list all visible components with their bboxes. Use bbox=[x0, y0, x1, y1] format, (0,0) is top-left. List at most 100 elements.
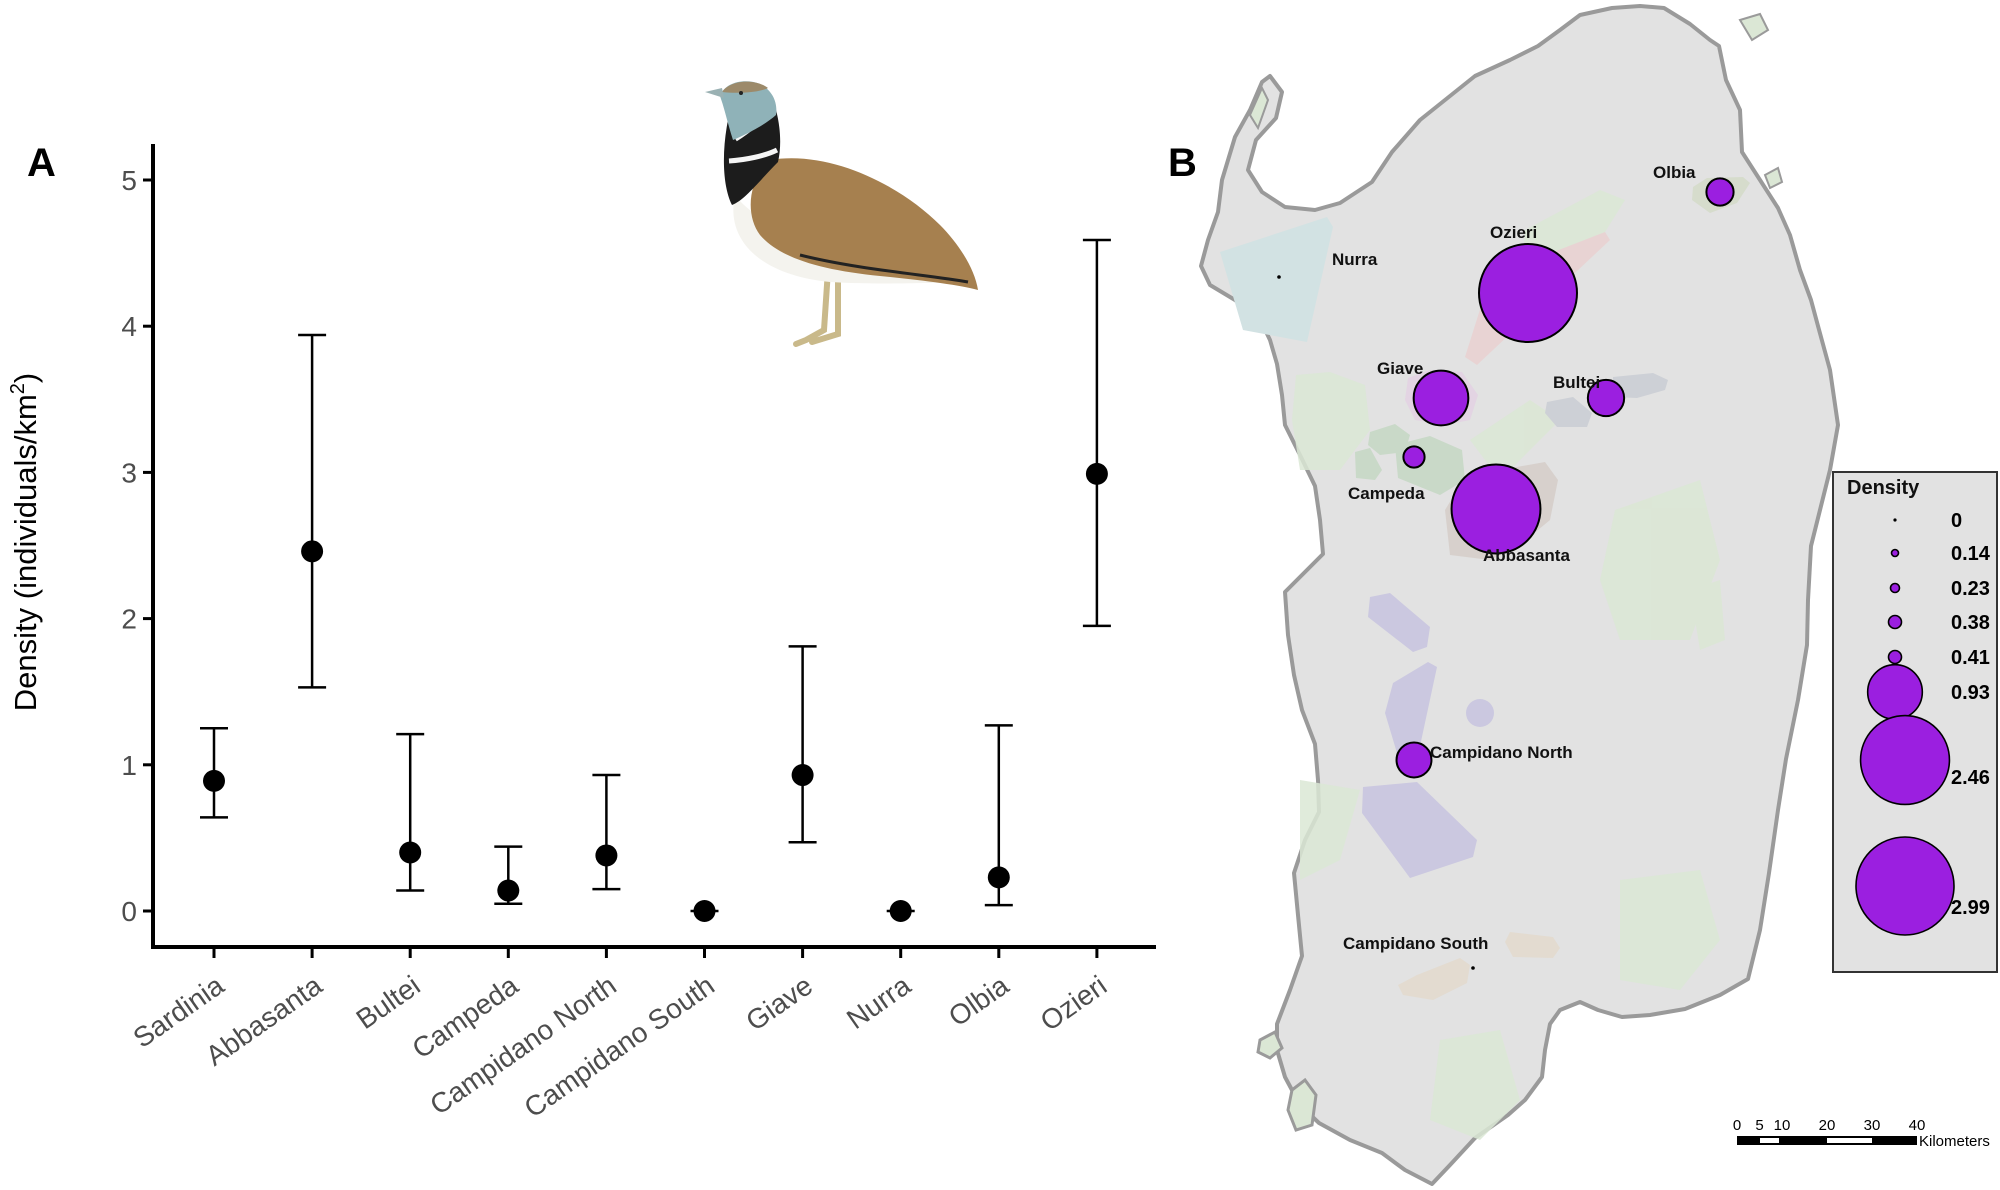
site-label: Ozieri bbox=[1490, 223, 1537, 242]
sant-antioco-island bbox=[1286, 1077, 1318, 1132]
y-ticks: 0 1 2 3 4 5 bbox=[121, 165, 153, 927]
bultei-area bbox=[1545, 397, 1592, 427]
site-symbol bbox=[1471, 966, 1475, 970]
data-point-group bbox=[396, 732, 425, 892]
san-pietro-island bbox=[1256, 1029, 1284, 1060]
maddalena-island bbox=[1738, 12, 1770, 42]
legend-symbol bbox=[1887, 614, 1903, 630]
legend-label: 2.99 bbox=[1951, 897, 1990, 919]
vegetation-patch bbox=[1690, 580, 1725, 650]
campeda-area bbox=[1355, 448, 1382, 480]
campidano-south-area bbox=[1398, 958, 1470, 1000]
y-tick-label: 4 bbox=[121, 311, 137, 342]
y-axis-title: Density (individuals/km2) bbox=[7, 373, 43, 711]
legend-symbol bbox=[1890, 548, 1900, 558]
x-tick-label: Nurra bbox=[841, 969, 916, 1035]
y-tick-label: 0 bbox=[121, 896, 137, 927]
vegetation-patch bbox=[1600, 480, 1720, 640]
bird-beak bbox=[705, 88, 724, 98]
legend-symbol bbox=[1889, 582, 1901, 594]
scale-bar-tick-label: 40 bbox=[1909, 1117, 1926, 1134]
vegetation-patch bbox=[1470, 400, 1560, 480]
legend-items: 0 0.14 0.23 0.38 0.41 0.93 2.46 2.99 bbox=[1855, 510, 1991, 936]
site-label: Giave bbox=[1377, 359, 1423, 378]
site-abbasanta: Abbasanta bbox=[1450, 463, 1570, 565]
y-axis-title-superscript: 2 bbox=[7, 383, 29, 394]
campidano-north-area bbox=[1368, 593, 1430, 652]
data-point-group bbox=[592, 773, 621, 891]
campidano-north-area bbox=[1385, 662, 1437, 763]
data-points bbox=[200, 238, 1111, 922]
data-point bbox=[203, 769, 225, 792]
scale-bar-tick-label: 30 bbox=[1864, 1117, 1881, 1134]
data-point-group bbox=[788, 645, 817, 844]
legend-label: 0.41 bbox=[1951, 647, 1990, 669]
data-point-group bbox=[984, 724, 1013, 907]
data-point-group bbox=[494, 845, 523, 905]
bultei-area bbox=[1613, 373, 1668, 398]
bird-crown bbox=[722, 81, 768, 93]
site-symbol bbox=[1478, 243, 1578, 343]
x-tick-label: Bultei bbox=[350, 970, 425, 1036]
data-point bbox=[301, 540, 324, 563]
data-point-group bbox=[886, 900, 915, 922]
panel-a-label: A bbox=[27, 141, 56, 185]
vegetation-patch bbox=[1430, 1030, 1520, 1140]
data-point bbox=[693, 900, 716, 922]
site-campeda: Campeda bbox=[1348, 445, 1426, 503]
legend-symbol bbox=[1859, 714, 1951, 806]
x-tick-label: Giave bbox=[740, 970, 818, 1037]
y-tick-label: 1 bbox=[121, 750, 137, 781]
site-symbol bbox=[1412, 369, 1470, 427]
scale-bar-tick-label: 0 bbox=[1733, 1117, 1741, 1134]
site-symbol bbox=[1586, 378, 1626, 418]
panel-b-map: B bbox=[1168, 4, 1998, 1186]
legend-symbol bbox=[1866, 663, 1924, 721]
site-campidano-south: Campidano South bbox=[1343, 934, 1488, 970]
campidano-north-area bbox=[1466, 699, 1494, 727]
vegetation-patch bbox=[1300, 780, 1360, 880]
site-ozieri: Ozieri bbox=[1478, 223, 1578, 343]
y-tick-label: 5 bbox=[121, 165, 137, 196]
site-symbol bbox=[1450, 463, 1542, 555]
data-point bbox=[1085, 462, 1108, 485]
site-label: Bultei bbox=[1553, 373, 1600, 392]
site-label: Olbia bbox=[1653, 163, 1696, 182]
legend-symbol bbox=[1855, 836, 1955, 936]
scale-bar: 0 5 10 20 30 40 Kilometers bbox=[1733, 1117, 1990, 1150]
y-axis-title-main: Density (individuals/km bbox=[8, 394, 43, 711]
x-tick-label: Olbia bbox=[943, 969, 1015, 1032]
y-tick-label: 2 bbox=[121, 604, 137, 635]
data-point bbox=[399, 841, 422, 864]
bird-eye bbox=[739, 91, 743, 95]
legend-symbol bbox=[1893, 518, 1897, 522]
site-label: Campeda bbox=[1348, 484, 1425, 503]
site-symbol bbox=[1277, 275, 1281, 279]
scale-bar-unit: Kilometers bbox=[1919, 1133, 1990, 1150]
density-legend: Density 0 0.14 0.23 0.38 0.41 0.93 2.46 2.99 bbox=[1832, 471, 1998, 973]
legend-label: 2.46 bbox=[1951, 767, 1990, 789]
site-bultei: Bultei bbox=[1553, 373, 1626, 418]
bird-legs bbox=[793, 267, 841, 347]
bird-head bbox=[720, 81, 777, 140]
legend-label: 0 bbox=[1951, 510, 1962, 532]
asinara-island bbox=[1248, 85, 1270, 131]
scale-bar-tick-label: 20 bbox=[1819, 1117, 1836, 1134]
site-symbol bbox=[1402, 445, 1426, 469]
x-tick-label: Ozieri bbox=[1035, 970, 1113, 1037]
site-symbol bbox=[1705, 177, 1735, 207]
site-label: Campidano North bbox=[1430, 743, 1573, 762]
site-label: Nurra bbox=[1332, 250, 1378, 269]
data-point-group bbox=[1082, 238, 1111, 628]
legend-label: 0.23 bbox=[1951, 578, 1990, 600]
bird-wing-line bbox=[799, 253, 969, 284]
site-label: Campidano South bbox=[1343, 934, 1488, 953]
site-campidano-north: Campidano North bbox=[1395, 741, 1573, 779]
scale-bar-segment bbox=[1827, 1138, 1872, 1143]
campidano-north-area bbox=[1362, 782, 1477, 878]
bird-neck-band bbox=[728, 147, 779, 164]
legend-label: 0.14 bbox=[1951, 543, 1991, 565]
y-axis-title-close: ) bbox=[8, 373, 43, 383]
site-symbols: Olbia Nurra Ozieri Giave Bultei Campeda Abbasa… bbox=[1277, 163, 1735, 970]
